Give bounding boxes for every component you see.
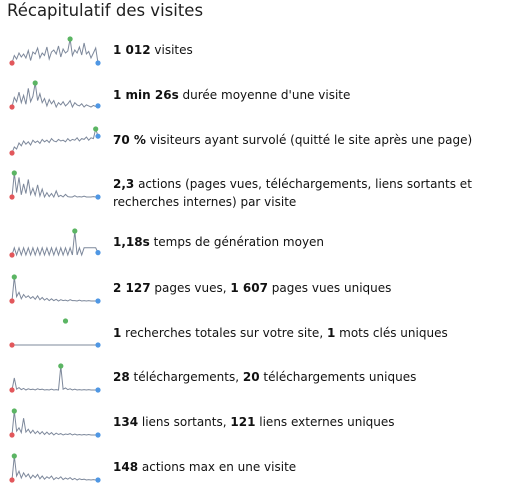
sparkline-line [11, 410, 98, 436]
sparkline-generation-time-icon[interactable] [9, 224, 101, 258]
metric-label: temps de génération moyen [149, 235, 325, 249]
sparkline-searches-icon[interactable] [9, 314, 101, 348]
sparkline-max-dot [93, 126, 99, 132]
metric-label: téléchargements uniques [259, 370, 417, 384]
sparkline-line [11, 230, 99, 257]
sparkline-last-dot [95, 194, 101, 200]
metric-text: 2 127 pages vues, 1 607 pages vues uniqu… [113, 279, 515, 297]
metric-value: 2,3 [113, 177, 135, 191]
metric-label: liens sortants, [138, 415, 231, 429]
page-title: Récapitulatif des visites [7, 1, 204, 20]
metric-value: 28 [113, 370, 130, 384]
metric-label: recherches totales sur votre site, [121, 326, 327, 340]
sparkline-line [11, 127, 99, 154]
metric-value: 121 [230, 415, 256, 429]
sparkline-pageviews-icon[interactable] [9, 270, 101, 304]
metric-label: téléchargements, [129, 370, 243, 384]
metric-text: 28 téléchargements, 20 téléchargements u… [113, 368, 515, 386]
metric-label: visiteurs ayant survolé (quitté le site … [145, 133, 473, 147]
sparkline-max-dot [67, 36, 73, 42]
sparkline-last-dot [95, 133, 101, 139]
sparkline-line [11, 38, 99, 64]
metric-value: 1 min 26s [113, 88, 179, 102]
sparkline-min-dot [9, 432, 15, 438]
metric-text: 2,3 actions (pages vues, téléchargements… [113, 175, 515, 211]
sparkline-last-dot [95, 432, 101, 438]
metric-text: 1 recherches totales sur votre site, 1 m… [113, 324, 515, 342]
sparkline-last-dot [95, 387, 101, 393]
sparkline-last-dot [95, 103, 101, 109]
metric-label: mots clés uniques [335, 326, 448, 340]
sparkline-duration-icon[interactable] [9, 76, 101, 110]
sparkline-max-actions-icon[interactable] [9, 449, 101, 483]
sparkline-visits-icon[interactable] [9, 32, 101, 66]
sparkline-last-dot [95, 250, 101, 256]
sparkline-min-dot [9, 477, 15, 483]
metric-label: visites [150, 43, 193, 57]
metric-value: 1 607 [230, 281, 268, 295]
sparkline-min-dot [9, 387, 15, 393]
metric-value: 1 012 [113, 43, 151, 57]
sparkline-max-dot [11, 408, 17, 414]
sparkline-max-dot [72, 228, 78, 234]
sparkline-min-dot [9, 342, 15, 348]
sparkline-outlinks-icon[interactable] [9, 404, 101, 438]
metric-value: 1 [326, 326, 336, 340]
sparkline-min-dot [9, 298, 15, 304]
metric-value: 2 127 [113, 281, 151, 295]
sparkline-min-dot [9, 104, 15, 110]
sparkline-last-dot [95, 60, 101, 66]
metric-value: 1,18s [113, 235, 150, 249]
sparkline-min-dot [9, 252, 15, 258]
sparkline-min-dot [9, 194, 15, 200]
metric-value: 70 % [113, 133, 146, 147]
metric-text: 1,18s temps de génération moyen [113, 233, 515, 251]
sparkline-max-dot [11, 453, 17, 459]
sparkline-last-dot [95, 342, 101, 348]
sparkline-max-dot [32, 80, 38, 86]
metric-label: durée moyenne d'une visite [178, 88, 351, 102]
metric-label: liens externes uniques [255, 415, 395, 429]
sparkline-last-dot [95, 477, 101, 483]
metric-text: 148 actions max en une visite [113, 458, 515, 476]
metric-label: pages vues uniques [267, 281, 392, 295]
metric-label: actions max en une visite [138, 460, 297, 474]
sparkline-max-dot [11, 170, 17, 176]
sparkline-bounce-icon[interactable] [9, 122, 101, 156]
sparkline-line [11, 172, 98, 199]
metric-value: 148 [113, 460, 139, 474]
sparkline-last-dot [95, 298, 101, 304]
sparkline-line [11, 276, 98, 302]
metric-value: 134 [113, 415, 139, 429]
sparkline-max-dot [62, 318, 69, 324]
metric-value: 20 [242, 370, 260, 384]
metric-text: 1 min 26s durée moyenne d'une visite [113, 86, 515, 104]
metric-value: 1 [113, 326, 122, 340]
metric-label: pages vues, [150, 281, 231, 295]
metric-text: 1 012 visites [113, 41, 515, 59]
sparkline-line [11, 455, 98, 481]
sparkline-max-dot [11, 274, 17, 280]
metric-text: 70 % visiteurs ayant survolé (quitté le … [113, 131, 515, 149]
sparkline-downloads-icon[interactable] [9, 359, 101, 393]
sparkline-line [11, 365, 98, 391]
sparkline-actions-icon[interactable] [9, 166, 101, 200]
sparkline-min-dot [9, 60, 15, 66]
metric-text: 134 liens sortants, 121 liens externes u… [113, 413, 515, 431]
sparkline-line [11, 82, 99, 109]
sparkline-max-dot [58, 363, 64, 369]
sparkline-min-dot [9, 150, 15, 156]
metric-label: actions (pages vues, téléchargements, li… [113, 177, 472, 209]
